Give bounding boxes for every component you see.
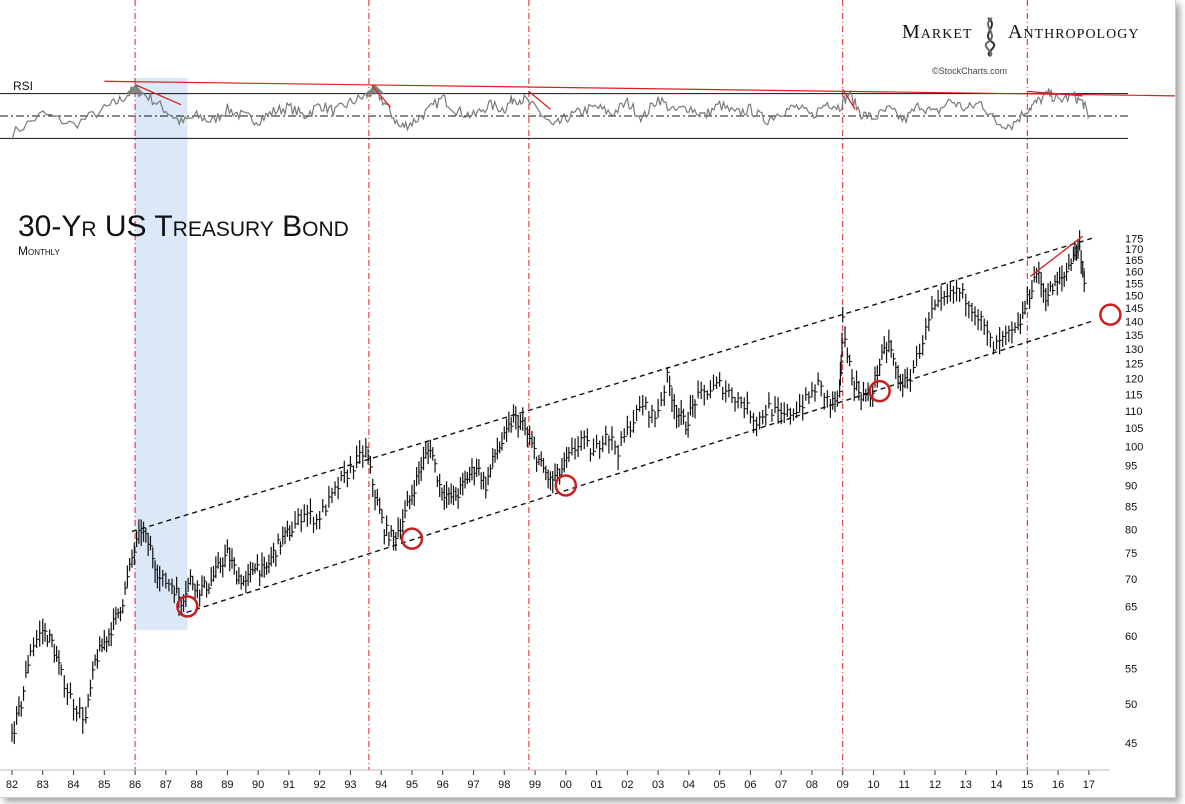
rsi-divergence-line (371, 85, 391, 108)
y-tick-label: 70 (1125, 574, 1137, 586)
y-tick-label: 140 (1125, 316, 1143, 328)
rsi-divergence-line (1027, 90, 1083, 97)
y-tick-label: 130 (1125, 344, 1143, 356)
support-circle (868, 379, 891, 403)
channel-line (177, 320, 1093, 616)
x-tick-label: 17 (1083, 779, 1095, 791)
y-tick-label: 150 (1125, 291, 1143, 303)
x-tick-label: 98 (498, 779, 510, 791)
x-tick-label: 88 (190, 779, 202, 791)
chart-subtitle: Monthly (18, 244, 61, 258)
brand-right: Anthropology (1008, 21, 1139, 43)
x-tick-label: 08 (806, 779, 818, 791)
x-tick-label: 06 (744, 779, 756, 791)
shaded-period (135, 78, 188, 631)
y-tick-label: 105 (1125, 423, 1143, 435)
x-tick-label: 02 (621, 779, 633, 791)
rsi-series-line (11, 84, 1090, 140)
x-tick-label: 90 (252, 779, 264, 791)
dna-logo-icon (984, 17, 996, 57)
support-circle (400, 527, 424, 550)
x-tick-label: 82 (6, 779, 18, 791)
y-tick-label: 50 (1125, 699, 1137, 711)
rsi-divergence-line (842, 88, 856, 110)
x-tick-label: 93 (344, 779, 356, 791)
x-tick-label: 15 (1021, 779, 1033, 791)
x-tick-label: 96 (437, 779, 449, 791)
x-tick-label: 94 (375, 779, 387, 791)
rsi-label: RSI (13, 79, 33, 93)
x-tick-label: 10 (867, 779, 879, 791)
y-tick-label: 115 (1125, 389, 1143, 401)
y-tick-label: 125 (1125, 358, 1143, 370)
y-tick-label: 60 (1125, 631, 1137, 643)
x-tick-label: 04 (683, 779, 695, 791)
y-tick-label: 120 (1125, 374, 1143, 386)
x-tick-label: 01 (590, 779, 602, 791)
support-circle (1099, 303, 1122, 326)
y-tick-label: 175 (1125, 233, 1143, 245)
x-tick-label: 16 (1052, 779, 1064, 791)
x-tick-label: 12 (929, 779, 941, 791)
x-tick-label: 13 (960, 779, 972, 791)
rsi-trendline (104, 80, 1175, 97)
y-tick-label: 170 (1125, 244, 1143, 256)
source-credit: ©StockCharts.com (932, 66, 1007, 76)
y-tick-label: 155 (1125, 278, 1143, 290)
support-circle (554, 474, 578, 497)
x-tick-label: 05 (714, 779, 726, 791)
y-tick-label: 45 (1125, 738, 1137, 750)
rsi-divergence-line (134, 84, 182, 106)
chart-title: 30-Yr US Treasury Bond (18, 210, 349, 243)
x-tick-label: 03 (652, 779, 664, 791)
x-tick-label: 14 (990, 779, 1002, 791)
y-tick-label: 80 (1125, 524, 1137, 536)
brand-left: Market (902, 21, 972, 43)
x-tick-label: 99 (529, 779, 541, 791)
y-tick-label: 135 (1125, 330, 1143, 342)
x-tick-label: 00 (560, 779, 572, 791)
x-tick-label: 89 (221, 779, 233, 791)
x-tick-label: 86 (129, 779, 141, 791)
y-tick-label: 75 (1125, 548, 1137, 560)
y-tick-label: 100 (1125, 441, 1143, 453)
y-tick-label: 110 (1125, 406, 1143, 418)
y-tick-label: 160 (1125, 267, 1143, 279)
rsi-divergence-line (528, 90, 551, 110)
x-tick-label: 91 (283, 779, 295, 791)
y-tick-label: 55 (1125, 664, 1137, 676)
price-divergence-line (1029, 235, 1084, 277)
x-tick-label: 95 (406, 779, 418, 791)
support-circle (176, 595, 199, 618)
channel-line (131, 237, 1093, 533)
y-tick-label: 65 (1125, 601, 1137, 613)
y-tick-label: 165 (1125, 255, 1143, 267)
x-tick-label: 09 (837, 779, 849, 791)
x-tick-label: 97 (467, 779, 479, 791)
y-tick-label: 90 (1125, 480, 1137, 492)
y-tick-label: 95 (1125, 460, 1137, 472)
y-tick-label: 85 (1125, 502, 1137, 514)
x-tick-label: 92 (314, 779, 326, 791)
x-tick-label: 84 (67, 779, 79, 791)
y-tick-label: 145 (1125, 303, 1143, 315)
x-tick-label: 07 (775, 779, 787, 791)
x-tick-label: 83 (37, 779, 49, 791)
x-tick-label: 85 (98, 779, 110, 791)
x-tick-label: 11 (899, 779, 910, 791)
x-tick-label: 87 (160, 779, 172, 791)
